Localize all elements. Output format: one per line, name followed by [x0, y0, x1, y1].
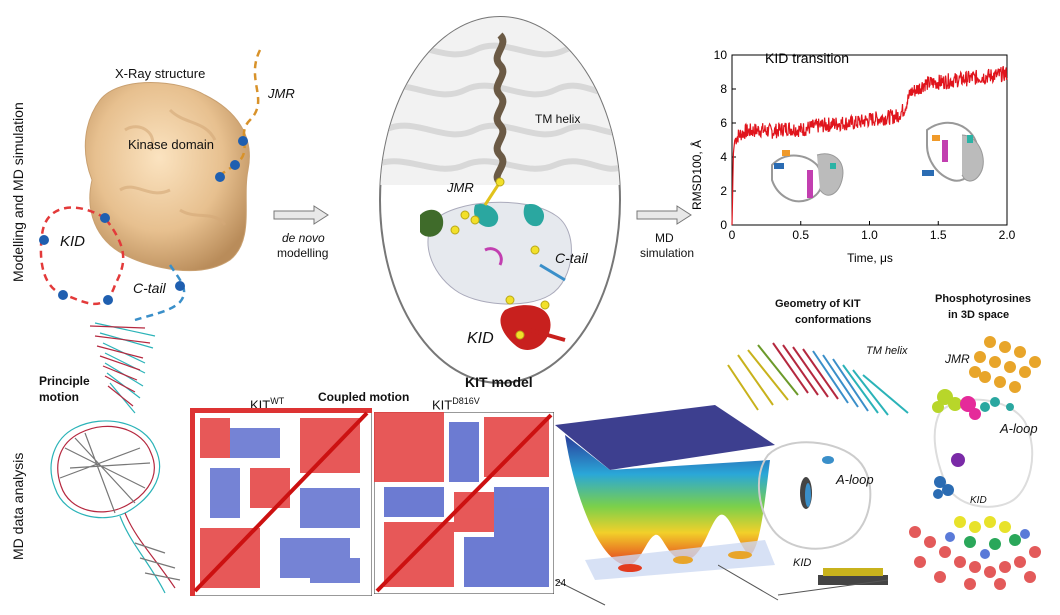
phospho-jmr-label: JMR: [945, 352, 970, 366]
de-novo-arrow: [272, 205, 332, 225]
y-tick-label: 0: [720, 218, 727, 232]
de-novo-label: de novo: [282, 231, 325, 245]
y-tick-label: 6: [720, 116, 727, 130]
kit-d816v-label: KITD816V: [432, 396, 480, 412]
x-tick-label: 1.5: [930, 228, 947, 242]
xray-structure-panel: X-Ray structure Kinase domain JMR KID C-…: [30, 40, 295, 330]
xray-kid-label: KID: [60, 233, 86, 250]
matrix-d816v-heatmap: [373, 411, 555, 595]
y-tick-label: 8: [720, 82, 727, 96]
kit-d816v-superscript: D816V: [452, 396, 480, 406]
phospho-title-1: Phosphotyrosines: [935, 293, 1031, 305]
coupled-motion-title: Coupled motion: [318, 390, 410, 404]
model-kid-label: KID: [467, 330, 494, 347]
modelling-label: modelling: [277, 246, 329, 260]
phospho-kid-label: KID: [970, 495, 987, 506]
kit-model-caption: KIT model: [465, 374, 533, 390]
kit-model-illustration: [379, 16, 621, 384]
x-tick-label: 0.5: [792, 228, 809, 242]
series-line: [731, 66, 1008, 226]
side-label-modelling: Modelling and MD simulation: [10, 102, 26, 282]
coupled-matrix-d816v: [373, 411, 555, 595]
principle-motion-illustration: [50, 322, 181, 594]
chart-x-label: Time, μs: [847, 251, 893, 265]
chart-title: KID transition: [765, 50, 849, 66]
phospho-aloop-label: A-loop: [1000, 421, 1038, 436]
x-tick-label: 0: [729, 228, 736, 242]
principle-motion-panel: Principle motion: [25, 318, 205, 610]
y-tick-label: 4: [720, 150, 727, 164]
tm-helix-label: TM helix: [535, 112, 581, 126]
phospho-panel: JMR A-loop KID: [900, 322, 1055, 610]
motion-label: motion: [39, 390, 79, 404]
side-label-analysis: MD data analysis: [10, 452, 26, 560]
md-label: MD: [655, 231, 674, 245]
phospho-illustration: [909, 336, 1041, 590]
right-arrow-icon: [273, 205, 329, 225]
x-tick-label: 1.0: [861, 228, 878, 242]
energy-landscape-illustration: [554, 405, 775, 606]
matrix-wt-heatmap: [189, 407, 373, 597]
model-jmr-label: JMR: [447, 180, 474, 195]
model-ctail-label: C-tail: [555, 250, 588, 266]
principle-label: Principle: [39, 374, 90, 388]
right-arrow-icon: [636, 205, 692, 225]
kit-d816v-main: KIT: [432, 397, 453, 413]
geometry-title-2: conformations: [795, 314, 872, 326]
chart-y-label: RMSD100, Å: [689, 140, 704, 210]
y-tick-label: 2: [720, 184, 727, 198]
xray-ctail-label: C-tail: [133, 280, 166, 296]
kid-transition-chart: KID transition RMSD100, Å Time, μs 0 0.5 1…: [680, 40, 1025, 270]
geometry-illustration: [717, 342, 909, 601]
geometry-tm-label: TM helix: [866, 345, 908, 357]
kit-model-panel: TM helix JMR C-tail KID KIT model: [375, 10, 625, 390]
coupled-matrix-wt: [189, 407, 373, 597]
chart-inset-structure-1: [771, 150, 844, 203]
simulation-label: simulation: [640, 246, 695, 260]
xray-title: X-Ray structure: [115, 66, 206, 81]
geometry-title-1: Geometry of KIT: [775, 298, 861, 310]
geometry-panel: TM helix A-loop KID: [717, 325, 918, 605]
chart-inset-structure-2: [922, 121, 984, 182]
energy-landscape-panel: 24: [554, 400, 780, 610]
md-simulation-arrow: [635, 205, 695, 225]
chart-svg: KID transition RMSD100, Å Time, μs 0 0.5 1…: [689, 48, 1016, 265]
geometry-aloop-label: A-loop: [836, 472, 874, 487]
landscape-axis-tick: 24: [555, 578, 567, 589]
xray-structure-illustration: [39, 49, 262, 322]
y-tick-label: 10: [714, 48, 728, 62]
kit-wt-superscript: WT: [270, 396, 285, 406]
phospho-title-2: in 3D space: [948, 309, 1010, 321]
geometry-kid-label: KID: [793, 557, 812, 569]
kinase-domain-label: Kinase domain: [128, 137, 214, 152]
xray-jmr-label: JMR: [268, 86, 295, 101]
x-tick-label: 2.0: [999, 228, 1016, 242]
